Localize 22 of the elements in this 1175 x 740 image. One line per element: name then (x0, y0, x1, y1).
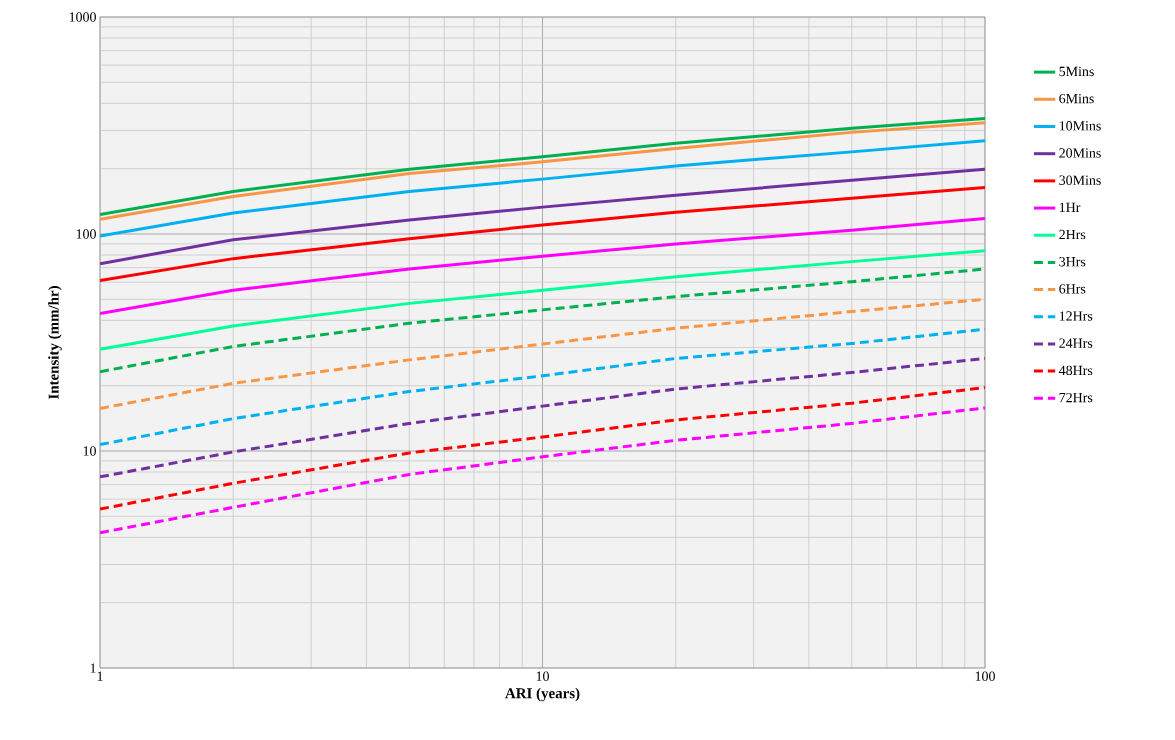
legend-label: 1Hr (1059, 202, 1081, 212)
legend-label: 6Mins (1059, 93, 1094, 104)
y-tick-label: 1 (90, 663, 96, 673)
legend-label: 6Hrs (1059, 284, 1086, 294)
legend-label: 2Hrs (1059, 229, 1086, 240)
legend-label: 3Hrs (1059, 257, 1086, 267)
legend-label: 20Mins (1059, 148, 1101, 158)
x-axis-title: ARI (years) (505, 687, 580, 702)
x-tick-label: 1 (97, 671, 103, 681)
legend-label: 30Mins (1059, 175, 1101, 185)
legend-label: 12Hrs (1059, 311, 1093, 321)
y-tick-label: 1000 (69, 12, 96, 22)
x-tick-label: 100 (975, 671, 995, 681)
y-tick-label: 10 (83, 446, 96, 456)
y-axis-title: Intensity (mm/hr) (48, 286, 62, 400)
legend-label: 10Mins (1059, 121, 1101, 131)
legend-label: 72Hrs (1059, 392, 1093, 403)
x-tick-label: 10 (536, 671, 549, 681)
legend-label: 24Hrs (1059, 338, 1093, 348)
legend-label: 48Hrs (1058, 365, 1093, 376)
y-tick-label: 100 (76, 229, 96, 239)
legend-label: 5Mins (1059, 66, 1094, 77)
